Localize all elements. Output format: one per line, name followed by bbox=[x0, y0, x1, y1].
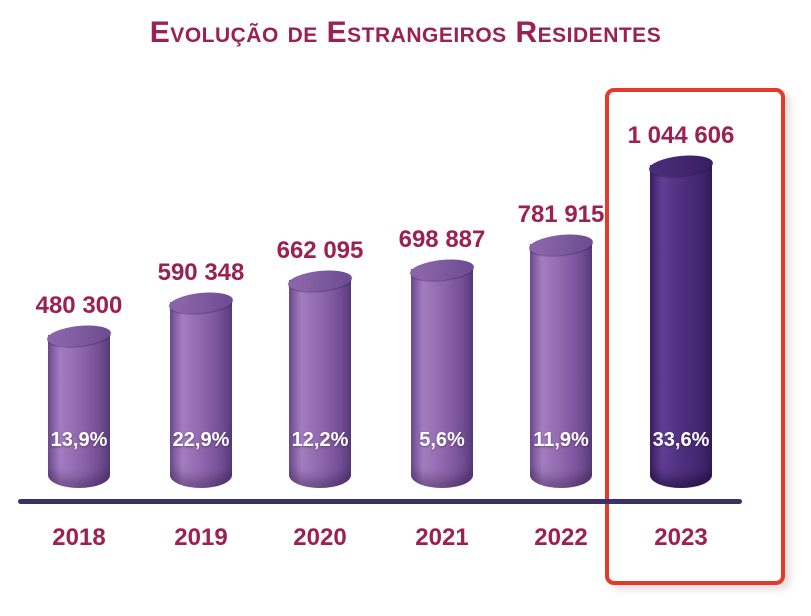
bar-2022: 11,9% bbox=[528, 231, 594, 488]
cylinder-top-2022 bbox=[528, 231, 594, 259]
pct-label-2018: 13,9% bbox=[50, 429, 108, 451]
x-axis-line bbox=[18, 499, 742, 504]
x-tick-label-2020: 2020 bbox=[293, 524, 347, 551]
bar-group-2020: 662 095 12,2% 2020 bbox=[260, 0, 380, 616]
bar-2018: 13,9% bbox=[46, 322, 112, 488]
bar-group-2018: 480 300 13,9% 2018 bbox=[19, 0, 139, 616]
pct-label-2023: 33,6% bbox=[652, 429, 710, 451]
value-label-2022: 781 915 bbox=[517, 201, 605, 228]
pct-label-2019: 22,9% bbox=[172, 429, 230, 451]
bar-group-2022: 781 915 11,9% 2022 bbox=[501, 0, 621, 616]
bar-2023: 33,6% bbox=[648, 152, 714, 488]
x-tick-label-2018: 2018 bbox=[52, 524, 106, 551]
x-tick-label-2021: 2021 bbox=[415, 524, 469, 551]
value-label-2021: 698 887 bbox=[398, 226, 486, 253]
x-tick-label-2019: 2019 bbox=[174, 524, 228, 551]
bar-2021: 5,6% bbox=[409, 256, 475, 488]
value-label-2020: 662 095 bbox=[276, 237, 364, 264]
value-label-2019: 590 348 bbox=[157, 259, 245, 286]
bar-group-2021: 698 887 5,6% 2021 bbox=[382, 0, 502, 616]
bar-group-2019: 590 348 22,9% 2019 bbox=[141, 0, 261, 616]
bar-2019: 22,9% bbox=[168, 289, 234, 488]
value-label-2023: 1 044 606 bbox=[627, 122, 735, 149]
x-tick-label-2022: 2022 bbox=[534, 524, 588, 551]
cylinder-top-2019 bbox=[168, 289, 234, 317]
value-label-2018: 480 300 bbox=[35, 292, 123, 319]
x-tick-label-2023: 2023 bbox=[654, 524, 708, 551]
pct-label-2022: 11,9% bbox=[533, 429, 589, 451]
cylinder-top-2021 bbox=[409, 256, 475, 284]
bar-group-2023: 1 044 606 33,6% 2023 bbox=[621, 0, 741, 616]
cylinder-top-2018 bbox=[46, 322, 112, 350]
highlight-box-2023 bbox=[605, 88, 785, 585]
pct-label-2020: 12,2% bbox=[291, 429, 349, 451]
pct-label-2021: 5,6% bbox=[419, 429, 465, 451]
chart-title: Evolução de Estrangeiros Residentes bbox=[149, 16, 662, 49]
bar-2020: 12,2% bbox=[287, 267, 353, 488]
cylinder-top-2020 bbox=[287, 267, 353, 295]
